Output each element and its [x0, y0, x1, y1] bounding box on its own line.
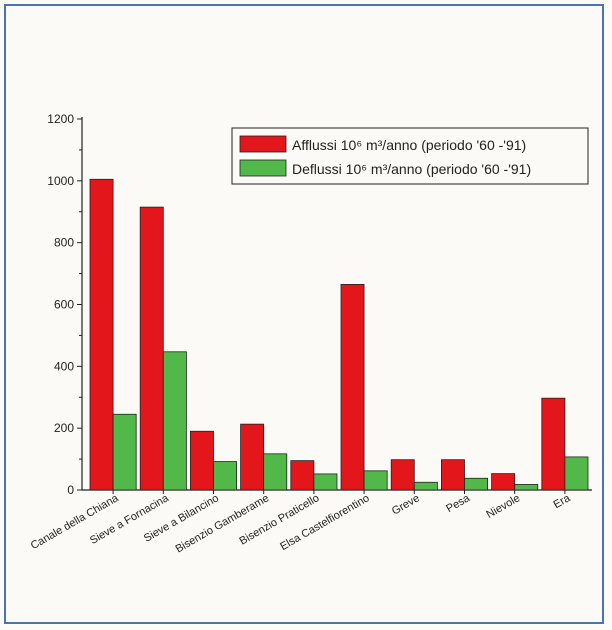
x-tick-label: Nievole [484, 492, 522, 521]
x-tick-label: Era [552, 492, 574, 511]
x-tick-label: Bisenzio Gamberame [174, 492, 272, 555]
bar-deflussi [162, 351, 187, 491]
legend-box [231, 127, 589, 185]
y-tick-label: 1000 [47, 174, 74, 188]
legend-label: Afflussi 10⁶ m³/anno (periodo '60 -'91) [292, 137, 526, 153]
x-tick-label: Pesa [444, 492, 472, 515]
bar-deflussi [363, 470, 388, 491]
bar-deflussi [413, 481, 438, 491]
bar-deflussi [263, 453, 288, 491]
bar-afflussi [139, 206, 164, 491]
y-tick-label: 1200 [47, 112, 74, 126]
bar-afflussi [440, 459, 465, 491]
bar-afflussi [290, 460, 315, 491]
y-tick-label: 0 [67, 483, 74, 497]
x-tick-label: Greve [390, 492, 422, 517]
bar-deflussi [464, 477, 488, 491]
legend-swatch [239, 135, 287, 153]
bar-afflussi [189, 430, 214, 491]
bar-deflussi [112, 413, 137, 491]
bar-afflussi [340, 284, 365, 491]
y-tick-label: 800 [54, 236, 74, 250]
bar-afflussi [390, 459, 415, 491]
bar-deflussi [564, 456, 589, 491]
y-tick-label: 200 [54, 421, 74, 435]
x-tick-label: Elsa Castelfiorentino [278, 492, 371, 553]
bar-deflussi [313, 473, 338, 491]
bar-afflussi [240, 423, 265, 491]
bar-afflussi [89, 178, 114, 491]
bar-deflussi [213, 461, 237, 491]
legend-swatch [239, 159, 287, 177]
bar-deflussi [514, 484, 539, 491]
y-tick-label: 600 [54, 298, 74, 312]
x-tick-label: Canale della Chiana [29, 492, 122, 552]
bar-afflussi [491, 473, 516, 491]
bar-afflussi [541, 397, 566, 491]
legend-label: Deflussi 10⁶ m³/anno (periodo '60 -'91) [292, 161, 531, 177]
y-tick-label: 400 [54, 359, 74, 373]
